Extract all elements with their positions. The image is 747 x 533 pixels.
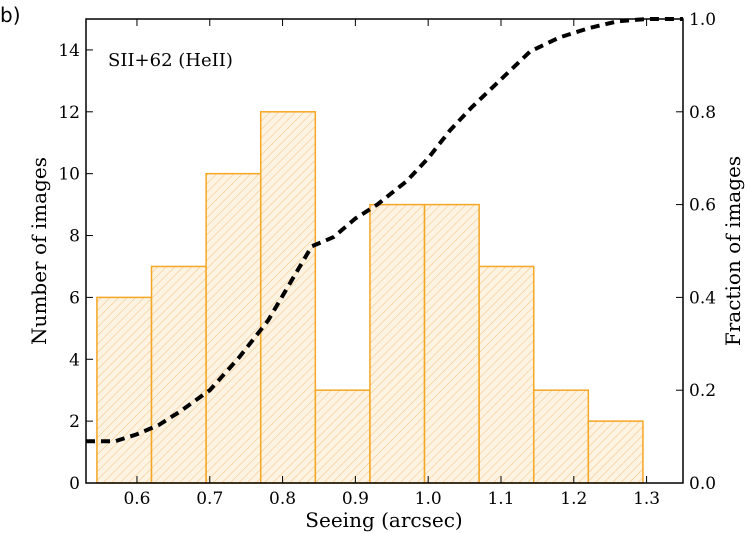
- y-tick-label: 6: [69, 288, 80, 308]
- y-tick-label: 4: [69, 350, 80, 370]
- histogram-bar: [96, 296, 153, 484]
- y-tick-label: 8: [69, 227, 80, 247]
- cumulative-line: [86, 17, 683, 444]
- y2-tick-label: 0.0: [689, 474, 716, 494]
- y2-tick-label: 0.4: [689, 288, 716, 308]
- histogram-bar: [478, 265, 535, 484]
- histogram-bar: [314, 389, 371, 484]
- y2-tick-label: 1.0: [689, 10, 716, 30]
- x-tick-label: 0.7: [196, 489, 223, 509]
- y2-tick-label: 0.2: [689, 381, 716, 401]
- x-tick-label: 1.1: [487, 489, 514, 509]
- histogram-bar: [423, 203, 480, 484]
- y2-tick-label: 0.8: [689, 103, 716, 123]
- cumulative-fraction-line: [86, 17, 683, 444]
- panel-label: b): [0, 3, 21, 27]
- x-tick-label: 0.9: [342, 489, 369, 509]
- y-tick-label: 0: [69, 474, 80, 494]
- series-annotation: SII+62 (HeII): [108, 50, 233, 71]
- x-tick-label: 0.8: [269, 489, 296, 509]
- x-tick-label: 1.0: [415, 489, 442, 509]
- plot-frame: [85, 18, 684, 484]
- histogram-bar: [259, 111, 317, 484]
- histogram-bar: [533, 389, 590, 484]
- y-tick-label: 2: [69, 412, 80, 432]
- y-axis-label: Number of images: [27, 157, 51, 345]
- y2-axis-label: Fraction of images: [721, 156, 745, 346]
- histogram-bars: [96, 111, 644, 484]
- x-axis-label: Seeing (arcsec): [305, 508, 462, 532]
- y-tick-label: 14: [58, 41, 80, 61]
- x-tick-label: 1.2: [560, 489, 587, 509]
- y-tick-label: 12: [58, 103, 80, 123]
- y-axis-ticks: 0 2 4 6 8 10 12 14: [58, 41, 93, 494]
- histogram-bar: [150, 265, 207, 484]
- y-tick-label: 10: [58, 165, 80, 185]
- histogram-bar: [587, 420, 644, 484]
- histogram-bar: [369, 203, 426, 484]
- x-tick-label: 0.6: [123, 489, 150, 509]
- y2-tick-label: 0.6: [689, 196, 716, 216]
- x-tick-label: 1.3: [633, 489, 660, 509]
- y2-axis-ticks: 0.0 0.2 0.4 0.6 0.8 1.0: [676, 10, 716, 494]
- histogram-bar: [205, 172, 262, 484]
- x-axis-ticks: 0.6 0.7 0.8 0.9 1.0 1.1 1.2 1.3: [123, 19, 660, 509]
